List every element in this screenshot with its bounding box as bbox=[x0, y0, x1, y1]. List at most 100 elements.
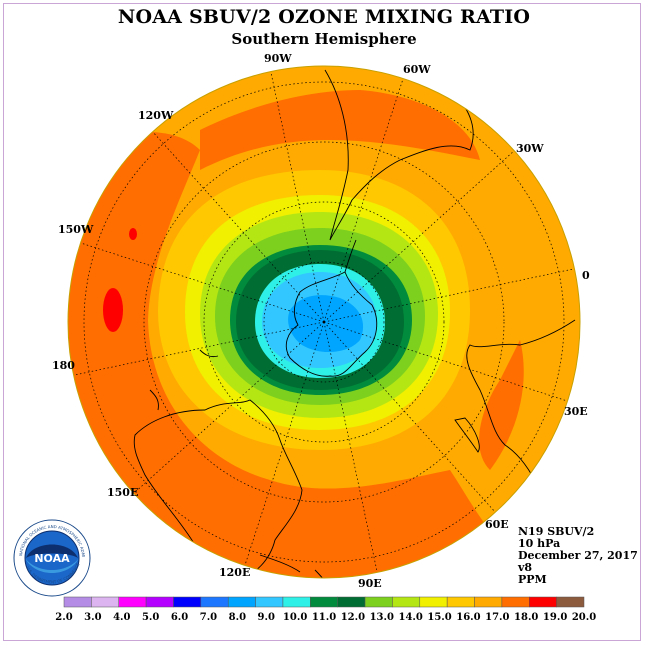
colorbar-label: 13.0 bbox=[370, 612, 394, 623]
latitude-circle bbox=[263, 261, 385, 383]
colorbar: 2.0 3.0 4.0 5.0 6.0 7.0 8.0 9.0 10.0 11.0 12.0 13.0… bbox=[55, 596, 596, 623]
colorbar-label: 14.0 bbox=[398, 612, 422, 623]
meridian-line bbox=[323, 321, 572, 403]
colorbar-swatch bbox=[364, 596, 393, 608]
colorbar-swatch bbox=[392, 596, 421, 608]
colorbar-label: 6.0 bbox=[171, 612, 188, 623]
colorbar-labels: 2.0 3.0 4.0 5.0 6.0 7.0 8.0 9.0 10.0 11.0 12.0 13.0… bbox=[55, 612, 596, 623]
lon-label-120w: 120W bbox=[138, 109, 174, 122]
coastlines bbox=[133, 69, 576, 578]
meridian-line bbox=[323, 267, 579, 323]
colorbar-label: 9.0 bbox=[258, 612, 275, 623]
colorbar-swatch bbox=[446, 596, 475, 608]
meridian-line bbox=[323, 74, 405, 323]
field-band-17-east bbox=[479, 340, 524, 470]
colorbar-label: 16.0 bbox=[456, 612, 480, 623]
meridian-line bbox=[323, 321, 379, 577]
colorbar-label: 3.0 bbox=[84, 612, 101, 623]
colorbar-label: 15.0 bbox=[427, 612, 451, 623]
colorbar-swatch bbox=[173, 596, 202, 608]
lon-label-30e: 30E bbox=[564, 405, 588, 418]
latitude-circle bbox=[203, 201, 445, 443]
colorbar-swatch bbox=[118, 596, 147, 608]
colorbar-swatch bbox=[200, 596, 229, 608]
colorbar-label: 10.0 bbox=[283, 612, 307, 623]
lon-label-60w: 60W bbox=[403, 63, 431, 76]
coast-africa bbox=[466, 319, 576, 491]
coast-new-zealand bbox=[149, 349, 219, 411]
page-subtitle: Southern Hemisphere bbox=[231, 30, 417, 48]
colorbar-label: 4.0 bbox=[113, 612, 130, 623]
meridian-line bbox=[76, 241, 325, 323]
map-disc-outline bbox=[67, 65, 581, 579]
colorbar-label: 8.0 bbox=[229, 612, 246, 623]
colorbar-swatch bbox=[419, 596, 448, 608]
info-units: PPM bbox=[518, 573, 547, 586]
longitude-labels: 90W 60W 30W 0 30E 60E 90E 120E 150E 180 … bbox=[52, 52, 590, 590]
coast-antarctic-peninsula bbox=[344, 239, 357, 273]
colorbar-label: 5.0 bbox=[142, 612, 159, 623]
lon-label-180: 180 bbox=[52, 359, 75, 372]
page-title: NOAA SBUV/2 OZONE MIXING RATIO bbox=[117, 6, 531, 28]
field-max-spot-1 bbox=[103, 288, 123, 332]
lon-label-90w: 90W bbox=[264, 52, 292, 65]
colorbar-swatch bbox=[501, 596, 530, 608]
field-max-spot-2 bbox=[129, 228, 137, 240]
colorbar-label: 17.0 bbox=[485, 612, 509, 623]
field-band-17-north bbox=[200, 90, 480, 170]
coast-australia bbox=[133, 399, 303, 578]
coast-south-america bbox=[324, 69, 474, 241]
colorbar-label: 18.0 bbox=[514, 612, 538, 623]
figure-frame bbox=[3, 3, 641, 641]
coast-indonesia bbox=[259, 554, 341, 578]
lon-label-30w: 30W bbox=[516, 142, 544, 155]
lon-label-120e: 120E bbox=[219, 566, 250, 579]
colorbar-swatch bbox=[145, 596, 174, 608]
field-pole bbox=[288, 295, 364, 353]
meridian-line bbox=[149, 128, 325, 323]
noaa-logo-text: NOAA bbox=[34, 552, 70, 565]
coast-antarctica bbox=[285, 271, 378, 377]
info-level: 10 hPa bbox=[518, 537, 561, 550]
meridian-line bbox=[130, 321, 325, 497]
noaa-logo-icon: NOAA NATIONAL OCEANIC AND ATMOSPHERIC AD… bbox=[12, 518, 91, 597]
colorbar-swatch bbox=[282, 596, 311, 608]
lon-label-90e: 90E bbox=[358, 577, 382, 590]
colorbar-label: 11.0 bbox=[312, 612, 336, 623]
meridian-line bbox=[323, 321, 499, 516]
lon-label-150w: 150W bbox=[58, 223, 94, 236]
latitude-circle bbox=[143, 141, 505, 503]
meridian-line bbox=[269, 67, 325, 323]
info-block: N19 SBUV/2 10 hPa December 27, 2017 v8 P… bbox=[518, 526, 638, 586]
colorbar-swatch bbox=[255, 596, 284, 608]
latitude-circle bbox=[83, 81, 565, 563]
colorbar-swatches bbox=[63, 596, 585, 608]
lon-label-60e: 60E bbox=[485, 518, 509, 531]
info-date: December 27, 2017 bbox=[518, 549, 638, 562]
colorbar-label: 19.0 bbox=[543, 612, 567, 623]
field-band-17-west bbox=[68, 131, 520, 578]
colorbar-swatch bbox=[91, 596, 119, 608]
colorbar-swatch bbox=[227, 596, 256, 608]
colorbar-swatch bbox=[310, 596, 338, 608]
colorbar-swatch bbox=[337, 596, 366, 608]
colorbar-label: 12.0 bbox=[341, 612, 365, 623]
colorbar-label: 2.0 bbox=[55, 612, 72, 623]
graticule bbox=[69, 67, 579, 577]
coast-madagascar bbox=[454, 417, 480, 453]
colorbar-label: 7.0 bbox=[200, 612, 217, 623]
colorbar-swatch bbox=[529, 596, 557, 608]
colorbar-label: 20.0 bbox=[572, 612, 596, 623]
colorbar-swatch bbox=[474, 596, 503, 608]
meridian-line bbox=[323, 147, 518, 323]
lon-label-0: 0 bbox=[582, 269, 590, 282]
info-version: v8 bbox=[518, 561, 533, 574]
map-disc bbox=[68, 66, 580, 578]
meridian-line bbox=[69, 321, 325, 377]
meridian-line bbox=[243, 321, 325, 570]
info-instrument: N19 SBUV/2 bbox=[518, 525, 595, 538]
colorbar-swatch bbox=[556, 596, 585, 608]
lon-label-150e: 150E bbox=[107, 486, 138, 499]
